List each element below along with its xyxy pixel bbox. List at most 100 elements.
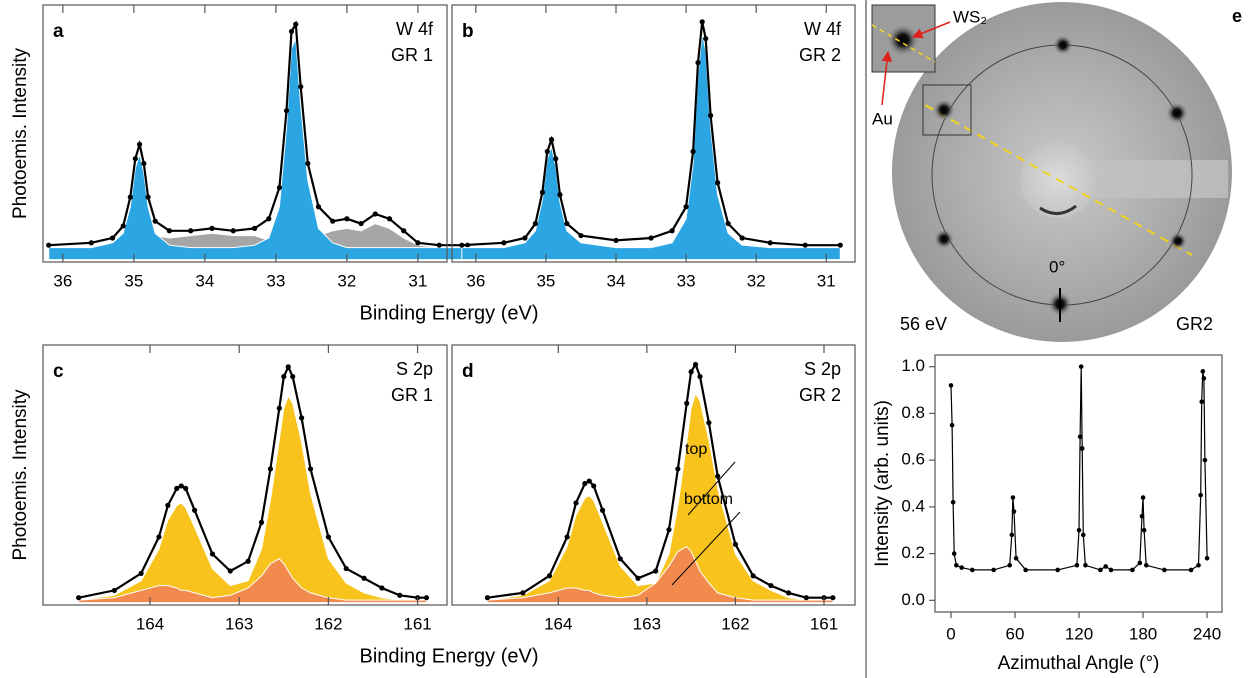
data-point	[76, 595, 82, 601]
data-point	[586, 478, 592, 484]
data-point	[703, 36, 709, 42]
data-point	[120, 223, 126, 229]
data-point	[1140, 495, 1146, 500]
arrow	[881, 50, 893, 106]
data-point	[293, 21, 299, 27]
data-point	[706, 420, 712, 426]
data-point	[648, 235, 654, 241]
data-point	[156, 534, 162, 540]
data-point	[46, 242, 52, 248]
inset-spot	[887, 24, 919, 56]
data-point	[690, 148, 696, 155]
annotation-line	[671, 511, 741, 586]
data-point	[1202, 457, 1208, 463]
data-point	[166, 228, 172, 234]
panel-title: W 4f	[804, 19, 842, 39]
data-point	[564, 534, 570, 540]
data-point	[544, 148, 550, 155]
data-point	[785, 590, 792, 596]
zoom-box	[922, 84, 972, 136]
data-point	[1162, 567, 1167, 573]
data-point	[307, 466, 314, 472]
marker-label: Au	[872, 109, 893, 128]
data-point	[397, 592, 403, 598]
data-point	[617, 556, 623, 562]
data-point	[1098, 567, 1103, 573]
x-axis-label: Binding Energy (eV)	[360, 302, 539, 324]
plot-frame	[451, 344, 856, 606]
component-area	[78, 394, 427, 604]
data-point	[692, 361, 699, 368]
data-point	[209, 551, 216, 557]
diffraction-spot	[934, 229, 954, 249]
data-point	[767, 240, 773, 246]
panel-title: GR 2	[799, 385, 841, 405]
data-point	[1141, 527, 1147, 533]
x-tick-label: 180	[1129, 624, 1157, 643]
data-point	[343, 565, 349, 572]
data-point	[546, 573, 553, 579]
data-point	[227, 568, 233, 574]
data-point	[1143, 562, 1149, 568]
data-point	[188, 228, 194, 234]
data-point	[1130, 567, 1135, 573]
y-tick-label: 0.6	[901, 450, 925, 469]
data-point	[436, 242, 442, 248]
x-tick-label: 31	[817, 271, 836, 290]
y-tick-label: 1.0	[901, 356, 925, 375]
data-point	[1196, 562, 1201, 568]
x-tick-label: 35	[536, 271, 555, 290]
panel-title: S 2p	[804, 359, 841, 379]
data-point	[1013, 555, 1019, 561]
y-tick-label: 0.4	[901, 496, 925, 515]
data-point	[1079, 446, 1085, 451]
panel-label: b	[462, 21, 474, 42]
x-tick-label: 60	[1006, 624, 1025, 643]
data-point	[539, 189, 546, 195]
data-line	[78, 364, 427, 599]
x-tick-label: 164	[544, 614, 572, 633]
data-point	[970, 567, 975, 573]
diffraction-spot	[1053, 35, 1073, 55]
x-tick-label: 0	[946, 624, 955, 643]
data-point	[715, 180, 721, 186]
data-point	[152, 218, 158, 224]
data-point	[1103, 564, 1109, 569]
data-point	[688, 369, 694, 375]
data-point	[379, 585, 385, 591]
data-point	[1199, 399, 1205, 405]
y-axis-label: Photoemis. Intensity	[10, 47, 31, 219]
data-point	[459, 242, 465, 248]
data-point	[305, 160, 311, 167]
data-point	[697, 373, 703, 380]
data-point	[950, 499, 956, 505]
data-point	[725, 220, 731, 227]
component-area	[486, 392, 834, 604]
data-point	[653, 568, 659, 574]
data-point	[573, 500, 579, 506]
y-axis-label: Photoemis. Intensity	[10, 389, 31, 561]
data-point	[991, 567, 996, 573]
data-point	[532, 220, 539, 227]
x-tick-label: 34	[195, 271, 214, 290]
data-point	[948, 383, 954, 388]
data-point	[1074, 562, 1080, 568]
inset-label: WS₂	[953, 7, 987, 26]
panel-label: c	[53, 361, 64, 382]
data-point	[358, 220, 364, 227]
x-tick-label: 33	[266, 271, 285, 290]
data-point	[1198, 492, 1203, 498]
data-point	[708, 112, 714, 119]
x-tick-label: 162	[314, 614, 342, 633]
data-point	[136, 141, 143, 147]
data-point	[141, 160, 147, 167]
data-point	[288, 28, 295, 35]
annotation: bottom	[684, 491, 733, 508]
panel-title: S 2p	[396, 359, 433, 379]
data-point	[635, 575, 641, 581]
data-point	[127, 194, 133, 200]
data-point	[830, 595, 836, 601]
